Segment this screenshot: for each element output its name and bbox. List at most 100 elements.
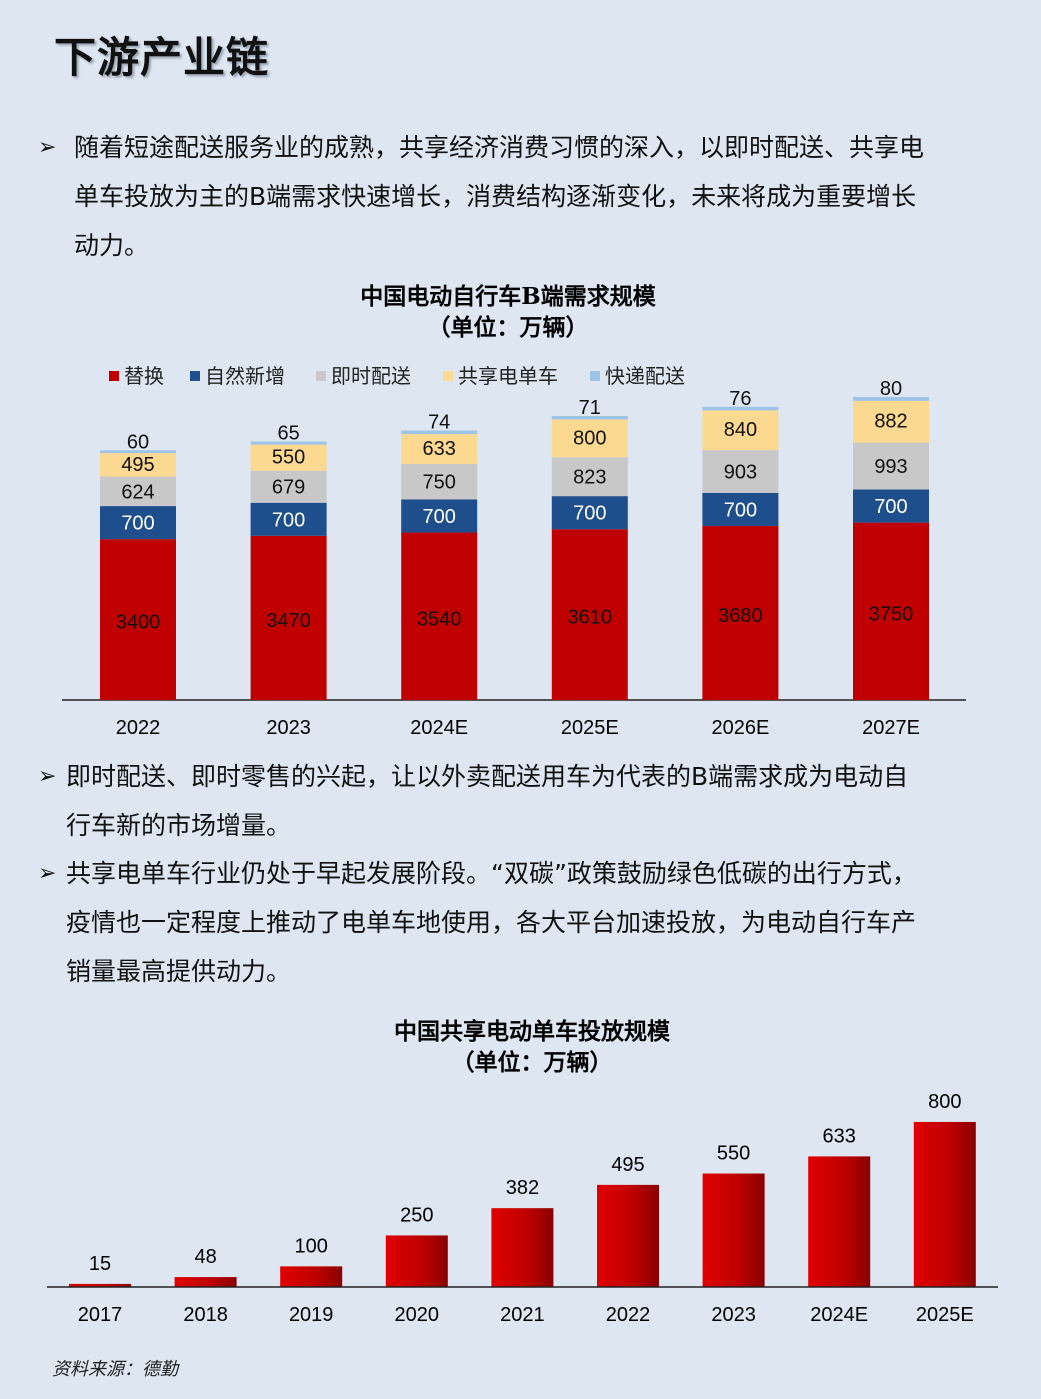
- data-label: 100: [295, 1235, 328, 1257]
- legend-swatch: [190, 371, 200, 381]
- bar: [69, 1283, 131, 1287]
- bar-segment: [853, 400, 929, 443]
- x-tick-label: 2018: [183, 1304, 228, 1326]
- data-label: 903: [724, 461, 757, 483]
- legend-swatch: [316, 371, 326, 381]
- bar-segment: [853, 397, 929, 401]
- bullet-line: 即时配送、即时零售的兴起，让以外卖配送用车为代表的B端需求成为电动自: [66, 762, 909, 791]
- bar-segment: [853, 489, 929, 523]
- data-label: 3540: [417, 608, 462, 630]
- bar-segment: [551, 496, 628, 530]
- data-label: 3680: [718, 605, 763, 627]
- data-label: 550: [272, 447, 305, 469]
- data-label: 48: [194, 1246, 216, 1268]
- bullet-line: 共享电单车行业仍处于早起发展阶段。“双碳”政策鼓励绿色低碳的出行方式，: [66, 859, 917, 888]
- arrow-bullet-icon: ➢: [38, 135, 57, 160]
- legend-label: 共享电单车: [458, 364, 558, 388]
- data-label: 800: [573, 427, 606, 449]
- data-label: 250: [400, 1204, 433, 1226]
- data-label: 495: [611, 1154, 644, 1176]
- bar-segment: [551, 529, 628, 700]
- bar-segment: [100, 450, 176, 454]
- x-tick-label: 2023: [711, 1304, 756, 1326]
- bar-segment: [702, 492, 779, 526]
- data-label: 700: [121, 513, 154, 535]
- bullet-text: 随着短途配送服务业的成熟，共享经济消费习惯的深入，以即时配送、共享电 单车投放为…: [74, 123, 1008, 270]
- bullet-paragraph-2: ➢ 即时配送、即时零售的兴起，让以外卖配送用车为代表的B端需求成为电动自 行车新…: [38, 752, 1008, 850]
- chart-subtitle: （单位：万辆）: [452, 1049, 613, 1076]
- data-label: 3750: [869, 603, 914, 625]
- data-label: 80: [880, 378, 902, 400]
- data-label: 495: [121, 454, 154, 476]
- bar: [702, 1173, 765, 1287]
- x-tick-label: 2020: [395, 1304, 440, 1326]
- bullet-line: 单车投放为主的B端需求快速增长，消费结构逐渐变化，未来将成为重要增长: [74, 182, 917, 211]
- data-label: 633: [823, 1125, 856, 1147]
- bar-segment: [401, 463, 478, 500]
- legend-label: 即时配送: [331, 364, 411, 388]
- data-label: 700: [874, 496, 907, 518]
- data-label: 65: [277, 423, 299, 445]
- data-label: 76: [729, 388, 751, 410]
- bar-segment: [100, 506, 176, 540]
- bar: [913, 1121, 976, 1287]
- data-label: 750: [423, 472, 456, 494]
- data-label: 993: [874, 456, 907, 478]
- stacked-bar-chart-b-end-demand: 中国电动自行车B端需求规模 （单位：万辆） 替换 自然新增 即时配送 共享电单车 快递配送 3…: [62, 283, 966, 739]
- chart-title: 中国电动自行车B端需求规模: [360, 283, 656, 310]
- x-tick-label: 2019: [289, 1304, 334, 1326]
- x-tick-label: 2024E: [410, 717, 468, 739]
- data-label: 700: [272, 509, 305, 531]
- legend-label: 自然新增: [205, 364, 285, 388]
- bullet-line: 销量最高提供动力。: [66, 957, 292, 986]
- data-label: 60: [127, 431, 149, 453]
- bar-segment: [702, 410, 779, 451]
- bar-segment: [702, 406, 779, 411]
- bar-segment: [551, 419, 628, 458]
- data-label: 882: [874, 411, 907, 433]
- x-tick-label: 2026E: [711, 717, 769, 739]
- data-label: 3610: [568, 607, 613, 629]
- page-title: 下游产业链: [54, 33, 270, 82]
- bar: [280, 1266, 343, 1287]
- x-tick-label: 2024E: [810, 1304, 868, 1326]
- legend-label: 快递配送: [605, 364, 685, 388]
- data-label: 15: [89, 1253, 111, 1275]
- bullet-line: 随着短途配送服务业的成熟，共享经济消费习惯的深入，以即时配送、共享电: [74, 133, 925, 162]
- source-note: 资料来源：德勤: [52, 1359, 178, 1380]
- chart-title: 中国共享电动单车投放规模: [394, 1018, 671, 1045]
- bar-segment: [401, 430, 478, 435]
- x-tick-label: 2021: [500, 1304, 545, 1326]
- bar-segment: [250, 441, 327, 445]
- data-label: 74: [428, 412, 450, 434]
- bar-segment: [250, 502, 327, 536]
- legend-label: 替换: [124, 364, 164, 388]
- x-tick-label: 2017: [78, 1304, 123, 1326]
- data-label: 71: [579, 397, 601, 419]
- legend-swatch: [443, 371, 453, 381]
- bar-segment: [551, 416, 628, 420]
- bar: [174, 1277, 237, 1287]
- data-label: 840: [724, 419, 757, 441]
- bullet-line: 行车新的市场增量。: [66, 811, 292, 840]
- legend-swatch: [109, 371, 119, 381]
- legend-swatch: [590, 371, 600, 381]
- bar-chart-shared-ebike: 中国共享电动单车投放规模 （单位：万辆） 15 2017 48 2018 100 2019 25…: [47, 1018, 998, 1326]
- data-label: 550: [717, 1143, 750, 1165]
- bar-segment: [100, 453, 176, 477]
- bar-segment: [100, 539, 176, 700]
- bar-segment: [853, 442, 929, 490]
- data-label: 700: [724, 499, 757, 521]
- bullet-line: 疫情也一定程度上推动了电单车地使用，各大平台加速投放，为电动自行车产: [66, 908, 917, 937]
- bullet-text: 即时配送、即时零售的兴起，让以外卖配送用车为代表的B端需求成为电动自 行车新的市…: [66, 752, 1008, 850]
- bullet-paragraph-1: ➢ 随着短途配送服务业的成熟，共享经济消费习惯的深入，以即时配送、共享电 单车投…: [38, 123, 1008, 270]
- x-tick-label: 2025E: [561, 717, 619, 739]
- x-tick-label: 2027E: [862, 717, 920, 739]
- arrow-bullet-icon: ➢: [38, 861, 57, 886]
- bullet-text: 共享电单车行业仍处于早起发展阶段。“双碳”政策鼓励绿色低碳的出行方式， 疫情也一…: [66, 849, 1008, 996]
- bar-segment: [702, 450, 779, 493]
- data-label: 800: [928, 1091, 961, 1113]
- data-label: 3400: [116, 612, 161, 634]
- data-label: 3470: [266, 610, 311, 632]
- x-tick-label: 2022: [606, 1304, 651, 1326]
